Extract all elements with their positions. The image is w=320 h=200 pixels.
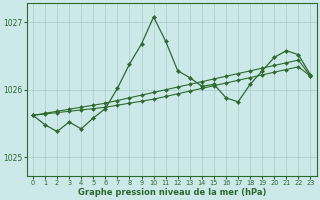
X-axis label: Graphe pression niveau de la mer (hPa): Graphe pression niveau de la mer (hPa) — [77, 188, 266, 197]
